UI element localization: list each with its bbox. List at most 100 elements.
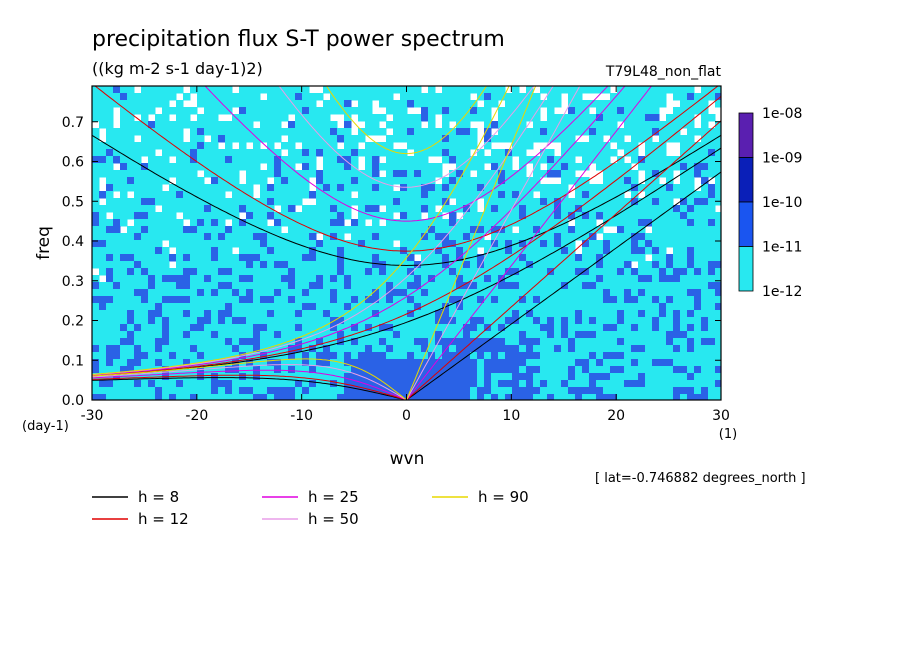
spectrum-cell bbox=[162, 226, 170, 234]
spectrum-cell bbox=[596, 247, 604, 255]
spectrum-cell bbox=[232, 121, 240, 129]
spectrum-cell bbox=[106, 107, 114, 115]
spectrum-cell bbox=[687, 380, 695, 388]
spectrum-cell bbox=[267, 268, 275, 276]
spectrum-cell bbox=[162, 100, 170, 108]
spectrum-cell bbox=[477, 177, 485, 185]
spectrum-cell bbox=[596, 156, 604, 164]
spectrum-cell bbox=[617, 212, 625, 220]
spectrum-cell bbox=[561, 345, 569, 353]
spectrum-cell bbox=[631, 296, 639, 304]
spectrum-cell bbox=[141, 93, 149, 101]
spectrum-cell bbox=[225, 338, 233, 346]
spectrum-cell bbox=[106, 247, 114, 255]
x-tick-label: 30 bbox=[712, 408, 730, 424]
spectrum-cell bbox=[442, 128, 450, 136]
spectrum-cell bbox=[330, 156, 338, 164]
spectrum-cell bbox=[547, 156, 555, 164]
spectrum-cell bbox=[582, 261, 590, 269]
spectrum-cell bbox=[393, 128, 401, 136]
spectrum-cell bbox=[225, 373, 233, 381]
spectrum-cell bbox=[414, 205, 422, 213]
spectrum-cell bbox=[239, 310, 247, 318]
spectrum-cell bbox=[197, 268, 205, 276]
spectrum-cell bbox=[253, 282, 261, 290]
spectrum-cell bbox=[659, 296, 667, 304]
spectrum-cell bbox=[379, 240, 387, 248]
spectrum-cell bbox=[295, 177, 303, 185]
spectrum-cell bbox=[680, 226, 688, 234]
spectrum-cell bbox=[239, 135, 247, 143]
spectrum-cell bbox=[239, 149, 247, 157]
spectrum-cell bbox=[197, 212, 205, 220]
spectrum-cell bbox=[673, 310, 681, 318]
spectrum-cell bbox=[596, 100, 604, 108]
spectrum-cell bbox=[148, 149, 156, 157]
spectrum-cell bbox=[323, 261, 331, 269]
spectrum-cell bbox=[659, 254, 667, 262]
spectrum-cell bbox=[127, 338, 135, 346]
spectrum-cell bbox=[568, 177, 576, 185]
spectrum-cell bbox=[134, 191, 142, 199]
spectrum-cell bbox=[176, 310, 184, 318]
spectrum-cell bbox=[281, 331, 289, 339]
spectrum-cell bbox=[197, 289, 205, 297]
spectrum-cell bbox=[659, 121, 667, 129]
spectrum-cell bbox=[162, 163, 170, 171]
spectrum-cell bbox=[330, 275, 338, 283]
spectrum-cell bbox=[407, 331, 415, 339]
spectrum-cell bbox=[659, 380, 667, 388]
spectrum-cell bbox=[246, 324, 254, 332]
spectrum-cell bbox=[442, 121, 450, 129]
spectrum-cell bbox=[498, 233, 506, 241]
spectrum-cell bbox=[442, 380, 450, 388]
spectrum-cell bbox=[386, 310, 394, 318]
spectrum-cell bbox=[540, 128, 548, 136]
spectrum-cell bbox=[645, 121, 653, 129]
spectrum-cell bbox=[106, 219, 114, 227]
spectrum-cell bbox=[106, 324, 114, 332]
spectrum-cell bbox=[120, 247, 128, 255]
spectrum-cell bbox=[134, 233, 142, 241]
spectrum-cell bbox=[638, 338, 646, 346]
spectrum-cell bbox=[708, 156, 716, 164]
spectrum-cell bbox=[323, 163, 331, 171]
spectrum-cell bbox=[183, 289, 191, 297]
spectrum-cell bbox=[687, 156, 695, 164]
spectrum-cell bbox=[148, 135, 156, 143]
spectrum-cell bbox=[162, 310, 170, 318]
spectrum-cell bbox=[253, 128, 261, 136]
spectrum-cell bbox=[204, 184, 212, 192]
spectrum-cell bbox=[526, 366, 534, 374]
spectrum-cell bbox=[162, 86, 170, 94]
spectrum-cell bbox=[547, 240, 555, 248]
spectrum-cell bbox=[218, 226, 226, 234]
spectrum-cell bbox=[148, 240, 156, 248]
spectrum-cell bbox=[106, 163, 114, 171]
spectrum-cell bbox=[687, 268, 695, 276]
spectrum-cell bbox=[582, 366, 590, 374]
spectrum-cell bbox=[92, 254, 100, 262]
spectrum-cell bbox=[568, 352, 576, 360]
spectrum-cell bbox=[435, 191, 443, 199]
spectrum-cell bbox=[274, 149, 282, 157]
spectrum-cell bbox=[421, 191, 429, 199]
spectrum-cell bbox=[197, 219, 205, 227]
spectrum-cell bbox=[568, 135, 576, 143]
spectrum-cell bbox=[386, 282, 394, 290]
spectrum-cell bbox=[554, 296, 562, 304]
spectrum-cell bbox=[624, 93, 632, 101]
spectrum-cell bbox=[211, 282, 219, 290]
spectrum-cell bbox=[162, 191, 170, 199]
spectrum-cell bbox=[302, 233, 310, 241]
spectrum-cell bbox=[624, 86, 632, 94]
spectrum-cell bbox=[470, 303, 478, 311]
spectrum-cell bbox=[337, 296, 345, 304]
spectrum-cell bbox=[232, 156, 240, 164]
spectrum-cell bbox=[680, 352, 688, 360]
spectrum-cell bbox=[204, 303, 212, 311]
spectrum-cell bbox=[638, 373, 646, 381]
spectrum-cell bbox=[652, 93, 660, 101]
spectrum-cell bbox=[127, 331, 135, 339]
spectrum-cell bbox=[659, 352, 667, 360]
